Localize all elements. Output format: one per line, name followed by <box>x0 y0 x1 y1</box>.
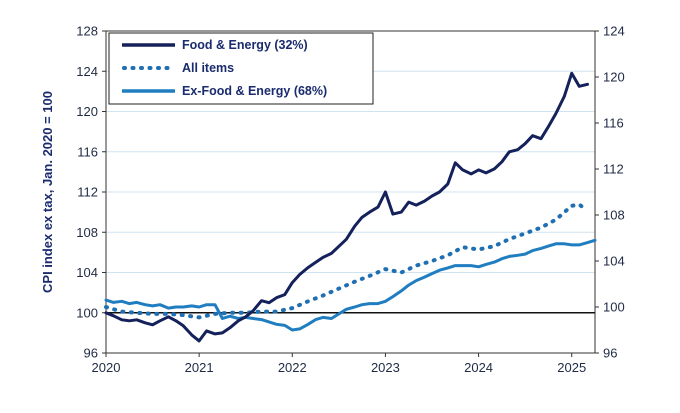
right-tick-label: 112 <box>603 162 624 177</box>
series-line-ex-food-energy-68 <box>104 238 597 332</box>
left-tick-label: 100 <box>76 305 98 320</box>
right-tick-label: 104 <box>603 254 625 269</box>
x-tick-label: 2022 <box>278 360 307 375</box>
series-line-food-energy-32 <box>104 71 589 343</box>
legend: Food & Energy (32%) All items Ex-Food & … <box>108 32 374 105</box>
x-axis: 2020 2021 2022 2023 2024 2025 <box>92 353 586 375</box>
right-axis: 96 100 104 108 112 116 120 124 <box>595 24 625 361</box>
legend-label-ex-food-energy: Ex-Food & Energy (68%) <box>182 84 327 98</box>
right-tick-label: 124 <box>603 24 625 39</box>
series-line-all-items <box>104 202 590 320</box>
series-layer <box>104 71 597 343</box>
right-tick-label: 108 <box>603 208 625 223</box>
y-axis-title: CPI index ex tax, Jan. 2020 = 100 <box>40 91 55 293</box>
right-tick-label: 100 <box>603 300 625 315</box>
x-tick-label: 2023 <box>371 360 400 375</box>
right-tick-label: 116 <box>603 116 624 131</box>
left-tick-label: 112 <box>77 185 98 200</box>
legend-label-all-items: All items <box>182 61 234 75</box>
left-axis: 96 100 104 108 112 116 120 124 128 <box>76 24 106 361</box>
legend-label-food-energy: Food & Energy (32%) <box>182 38 308 52</box>
right-tick-label: 96 <box>603 346 617 361</box>
left-tick-label: 124 <box>76 64 98 79</box>
x-tick-label: 2025 <box>557 360 586 375</box>
gridlines <box>106 70 595 314</box>
x-tick-label: 2024 <box>464 360 493 375</box>
x-tick-label: 2020 <box>92 360 121 375</box>
left-tick-label: 128 <box>76 24 98 39</box>
right-tick-label: 120 <box>603 70 625 85</box>
left-tick-label: 116 <box>77 144 98 159</box>
left-tick-label: 120 <box>76 104 98 119</box>
x-tick-label: 2021 <box>185 360 214 375</box>
left-tick-label: 108 <box>76 225 98 240</box>
left-tick-label: 104 <box>76 265 98 280</box>
left-tick-label: 96 <box>84 346 98 361</box>
